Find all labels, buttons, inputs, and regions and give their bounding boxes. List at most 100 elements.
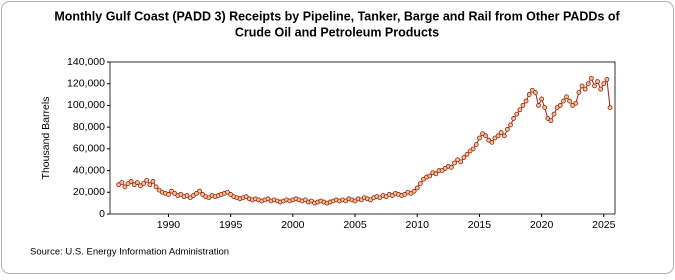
point — [470, 146, 476, 152]
y-tick-label: 100,000 — [67, 99, 105, 111]
point — [520, 103, 526, 108]
point — [402, 192, 408, 197]
x-tick-label: 2020 — [530, 219, 554, 231]
point — [588, 75, 594, 81]
chart-title: Monthly Gulf Coast (PADD 3) Receipts by … — [54, 9, 620, 23]
y-axis-label: Thousand Barrels — [40, 97, 52, 180]
point — [125, 181, 131, 187]
point — [377, 195, 383, 201]
point — [517, 107, 523, 113]
point — [119, 180, 125, 185]
point — [243, 194, 249, 200]
point — [358, 197, 364, 203]
point — [411, 188, 417, 194]
point — [548, 118, 554, 124]
point — [592, 83, 597, 89]
x-tick-label: 1995 — [219, 219, 243, 231]
point — [536, 103, 541, 108]
point — [607, 105, 613, 110]
point — [309, 198, 314, 204]
x-tick-label: 2000 — [281, 219, 305, 231]
point — [505, 126, 510, 132]
y-tick-label: 40,000 — [73, 164, 105, 176]
point — [417, 181, 423, 187]
x-tick-label: 2015 — [468, 219, 492, 231]
point — [383, 194, 389, 200]
y-tick-label: 20,000 — [73, 186, 105, 198]
point — [579, 83, 585, 89]
point — [573, 100, 579, 106]
point — [389, 193, 395, 198]
point — [514, 111, 520, 117]
frame — [1, 1, 674, 274]
y-tick-label: 120,000 — [67, 77, 105, 89]
point — [368, 197, 373, 203]
point — [206, 195, 212, 201]
point — [545, 116, 551, 121]
point — [523, 98, 529, 104]
point — [551, 111, 557, 117]
point — [458, 159, 464, 165]
point — [560, 98, 566, 104]
point — [526, 92, 532, 97]
point — [576, 90, 582, 95]
point — [439, 168, 445, 173]
point — [595, 79, 600, 84]
point — [302, 197, 308, 203]
point — [128, 179, 134, 184]
point — [352, 198, 358, 204]
point — [190, 193, 196, 198]
y-tick-label: 60,000 — [73, 143, 105, 155]
point — [604, 76, 610, 82]
point — [455, 157, 461, 163]
point — [178, 192, 184, 197]
point — [144, 177, 150, 183]
point — [169, 188, 174, 194]
point — [228, 192, 234, 197]
point — [464, 151, 470, 157]
point — [564, 94, 569, 100]
point — [138, 183, 143, 189]
point — [427, 173, 433, 179]
chart-title: Crude Oil and Petroleum Products — [235, 25, 439, 39]
point — [147, 182, 153, 188]
point — [477, 135, 482, 141]
point — [542, 105, 548, 110]
point — [501, 133, 507, 139]
point — [480, 131, 485, 137]
point — [557, 103, 563, 108]
point — [197, 188, 202, 194]
plot-area — [109, 61, 616, 215]
point — [449, 164, 454, 170]
point — [134, 180, 140, 185]
x-tick-label: 1990 — [157, 219, 181, 231]
point — [483, 133, 489, 139]
point — [156, 187, 162, 193]
y-tick-label: 0 — [99, 208, 105, 220]
point — [498, 130, 504, 135]
x-tick-label: 2005 — [343, 219, 367, 231]
point — [433, 171, 439, 177]
point — [184, 193, 190, 198]
point — [473, 142, 479, 147]
point — [343, 198, 349, 204]
point — [467, 148, 473, 154]
x-tick-label: 2010 — [406, 219, 430, 231]
point — [508, 122, 513, 128]
point — [153, 184, 159, 190]
point — [486, 137, 492, 143]
point — [131, 182, 137, 188]
point — [567, 98, 572, 104]
point — [601, 81, 607, 87]
point — [461, 155, 467, 160]
point — [225, 189, 230, 195]
y-tick-label: 80,000 — [73, 121, 105, 133]
point — [554, 105, 560, 110]
point — [414, 185, 420, 191]
point — [122, 184, 128, 190]
y-tick-label: 140,000 — [67, 56, 105, 68]
point — [582, 86, 588, 92]
point — [570, 103, 576, 108]
point — [511, 116, 517, 121]
